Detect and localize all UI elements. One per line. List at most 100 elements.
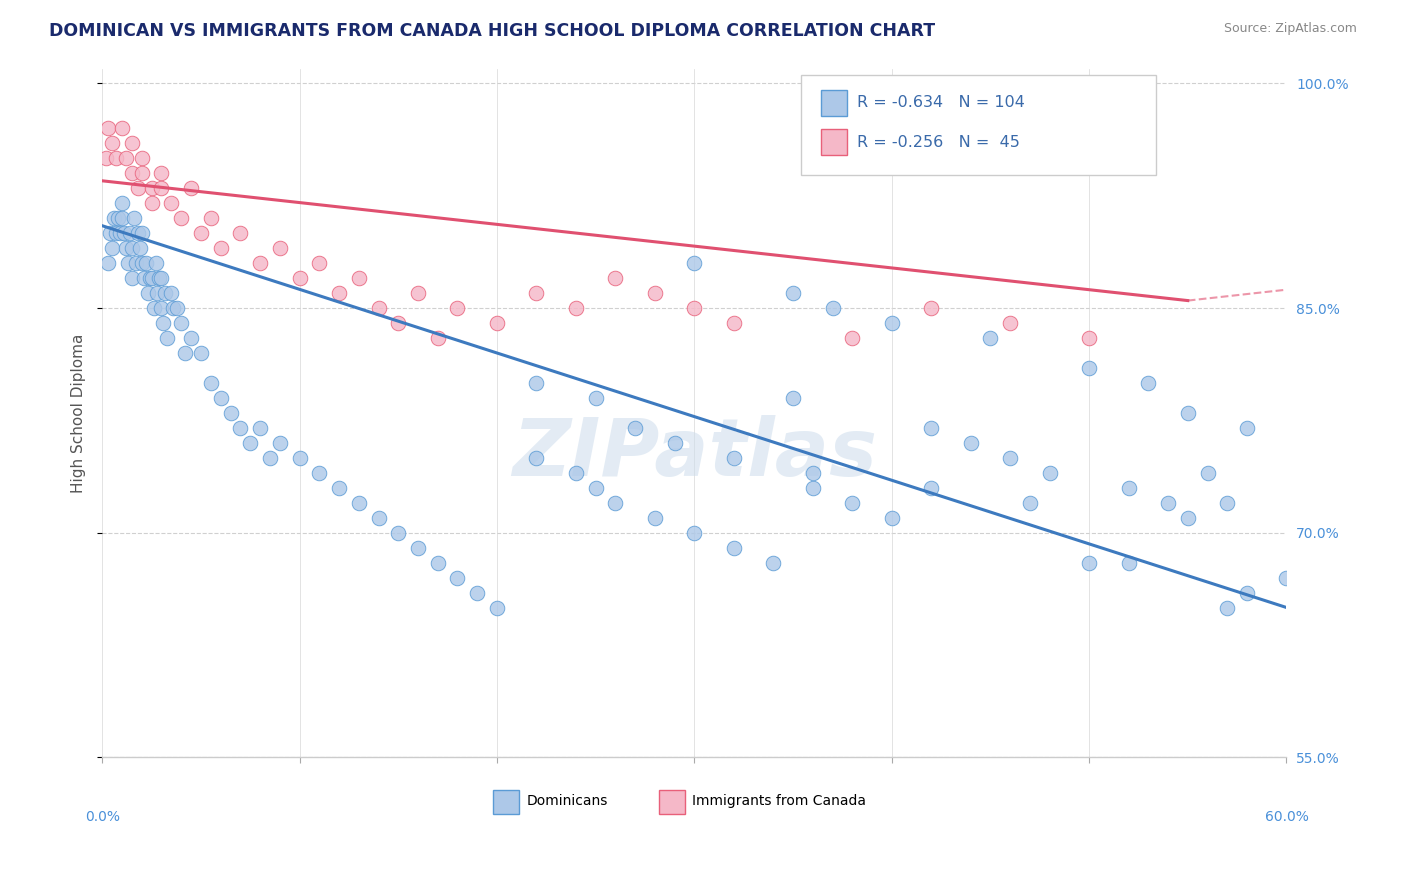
Bar xyxy=(821,90,846,116)
Point xyxy=(101,241,124,255)
Point xyxy=(111,211,134,226)
Point xyxy=(209,241,232,255)
Point xyxy=(1275,570,1298,584)
Point xyxy=(200,211,222,226)
Point xyxy=(367,510,389,524)
Point xyxy=(170,211,193,226)
Point xyxy=(131,226,153,240)
Point xyxy=(127,226,149,240)
Point xyxy=(565,301,588,315)
Point xyxy=(219,406,242,420)
Text: ZIPatlas: ZIPatlas xyxy=(512,415,877,493)
Text: Source: ZipAtlas.com: Source: ZipAtlas.com xyxy=(1223,22,1357,36)
Point xyxy=(387,316,409,330)
Point xyxy=(170,316,193,330)
Point xyxy=(105,226,128,240)
Point xyxy=(308,466,330,480)
Point xyxy=(125,256,148,270)
Text: 60.0%: 60.0% xyxy=(1264,810,1309,823)
Point xyxy=(644,510,666,524)
Point xyxy=(200,376,222,390)
Point xyxy=(998,450,1021,465)
Point xyxy=(920,301,942,315)
Point xyxy=(664,435,686,450)
Point xyxy=(387,525,409,540)
Point xyxy=(190,226,212,240)
Point xyxy=(150,181,173,195)
Point xyxy=(249,421,271,435)
Point xyxy=(131,256,153,270)
Point xyxy=(1039,466,1062,480)
Point xyxy=(1177,406,1199,420)
Point xyxy=(148,271,170,285)
Text: Immigrants from Canada: Immigrants from Canada xyxy=(692,794,866,807)
Point xyxy=(801,466,824,480)
Point xyxy=(406,286,429,301)
Point xyxy=(131,166,153,180)
Point xyxy=(347,496,370,510)
Point xyxy=(979,331,1001,345)
Point xyxy=(160,286,183,301)
Point xyxy=(1157,496,1180,510)
Point xyxy=(174,346,197,360)
Point xyxy=(841,496,863,510)
Point xyxy=(127,181,149,195)
Point xyxy=(96,152,118,166)
Point xyxy=(801,481,824,495)
Point xyxy=(465,585,488,599)
Point xyxy=(249,256,271,270)
Point xyxy=(328,481,350,495)
Point xyxy=(107,211,129,226)
Point xyxy=(141,181,163,195)
Point xyxy=(112,226,135,240)
Point xyxy=(111,196,134,211)
Point xyxy=(97,256,120,270)
Point xyxy=(97,121,120,136)
Point xyxy=(328,286,350,301)
Point xyxy=(347,271,370,285)
Point xyxy=(1118,556,1140,570)
Point xyxy=(723,541,745,555)
Point xyxy=(209,391,232,405)
Point xyxy=(150,166,173,180)
Bar xyxy=(659,789,685,814)
Point xyxy=(762,556,785,570)
Point xyxy=(150,271,173,285)
Point xyxy=(145,256,167,270)
Point xyxy=(136,286,159,301)
Point xyxy=(166,301,188,315)
Point xyxy=(229,226,252,240)
Point xyxy=(1078,556,1101,570)
Point xyxy=(131,152,153,166)
Point xyxy=(624,421,647,435)
Point xyxy=(605,271,627,285)
Point xyxy=(1216,600,1239,615)
Point xyxy=(190,346,212,360)
Point xyxy=(121,241,143,255)
Text: DOMINICAN VS IMMIGRANTS FROM CANADA HIGH SCHOOL DIPLOMA CORRELATION CHART: DOMINICAN VS IMMIGRANTS FROM CANADA HIGH… xyxy=(49,22,935,40)
Point xyxy=(526,376,548,390)
Point xyxy=(1018,496,1040,510)
Point xyxy=(288,450,311,465)
Point xyxy=(180,181,202,195)
Point xyxy=(367,301,389,315)
Point xyxy=(1216,496,1239,510)
Point xyxy=(585,481,607,495)
Point xyxy=(644,286,666,301)
Bar xyxy=(821,129,846,155)
Text: R = -0.256   N =  45: R = -0.256 N = 45 xyxy=(856,135,1019,150)
Point xyxy=(1177,510,1199,524)
Point xyxy=(108,226,131,240)
Point xyxy=(115,152,138,166)
Point xyxy=(156,331,179,345)
Point xyxy=(1137,376,1160,390)
Point xyxy=(565,466,588,480)
Point xyxy=(142,301,165,315)
Point xyxy=(998,316,1021,330)
Point xyxy=(115,241,138,255)
Point xyxy=(269,435,291,450)
Point xyxy=(723,316,745,330)
Point xyxy=(141,271,163,285)
Point xyxy=(1078,361,1101,376)
Y-axis label: High School Diploma: High School Diploma xyxy=(72,334,86,492)
